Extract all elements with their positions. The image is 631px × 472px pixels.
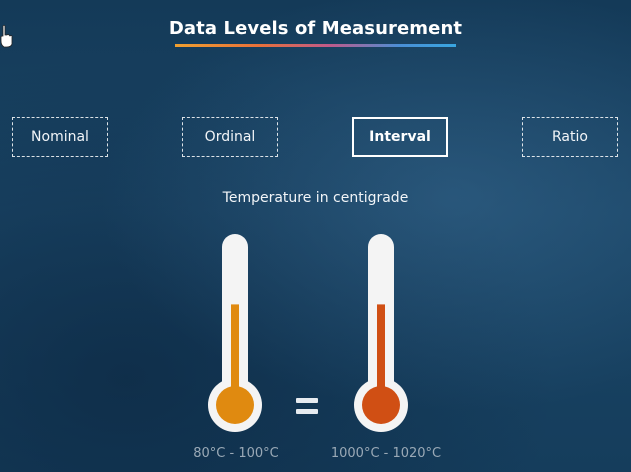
- level-ordinal[interactable]: Ordinal: [182, 117, 278, 157]
- thermometer-icon: [208, 234, 262, 432]
- hand-pointer-icon: [0, 24, 13, 48]
- level-interval[interactable]: Interval: [352, 117, 448, 157]
- level-nominal[interactable]: Nominal: [12, 117, 108, 157]
- range-label-right: 1000°C - 1020°C: [330, 446, 442, 461]
- thermometer-bulb: [362, 386, 400, 424]
- equals-icon: [296, 398, 318, 418]
- thermometer-mercury: [231, 304, 239, 395]
- title-underline: [175, 44, 456, 47]
- thermometer-bulb: [216, 386, 254, 424]
- level-ratio[interactable]: Ratio: [522, 117, 618, 157]
- thermometer-mercury: [377, 304, 385, 395]
- caption: Temperature in centigrade: [222, 190, 409, 206]
- range-label-left: 80°C - 100°C: [193, 446, 279, 461]
- page-title: Data Levels of Measurement: [168, 18, 463, 39]
- thermometer-icon: [354, 234, 408, 432]
